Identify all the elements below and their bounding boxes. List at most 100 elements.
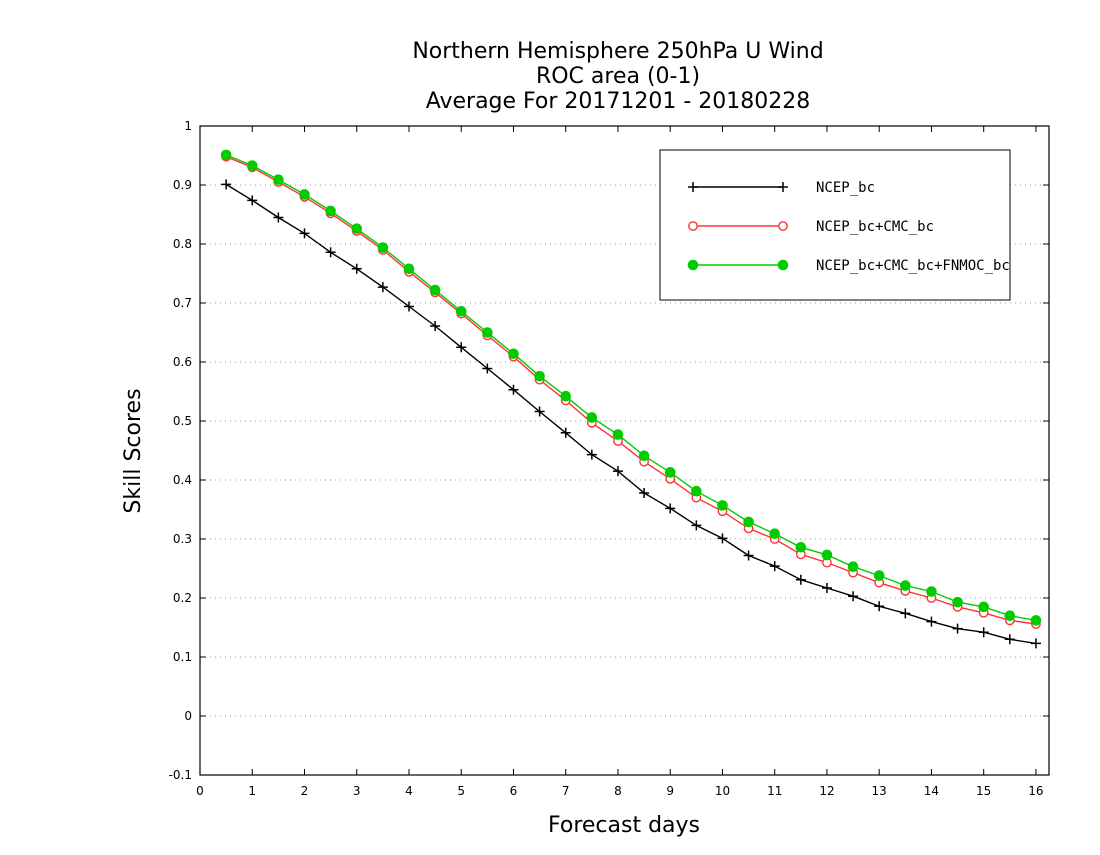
data-point <box>325 247 336 258</box>
plot-frame <box>199 125 1050 776</box>
data-point <box>534 406 545 417</box>
legend-label: NCEP_bc <box>816 180 875 196</box>
x-tick-label: 13 <box>872 784 887 798</box>
y-tick-label: 0.5 <box>173 414 192 428</box>
data-point <box>377 282 388 293</box>
y-tick-label: 0.1 <box>173 650 192 664</box>
data-point <box>873 570 885 581</box>
data-point <box>639 487 650 498</box>
series-lines <box>220 149 1042 649</box>
data-point <box>586 412 598 423</box>
data-point <box>220 149 232 161</box>
data-point <box>665 503 676 514</box>
x-tick-label: 12 <box>819 784 834 798</box>
data-point <box>612 466 623 477</box>
data-point <box>482 327 493 338</box>
x-tick-label: 3 <box>353 784 361 798</box>
data-point <box>299 189 310 200</box>
data-point <box>246 160 258 171</box>
data-point <box>926 586 937 597</box>
legend-marker <box>777 259 789 271</box>
data-point <box>926 616 937 627</box>
data-point <box>1030 638 1041 649</box>
x-tick-label: 2 <box>301 784 309 798</box>
legend-item: NCEP_bc+CMC_bc+FNMOC_bc <box>687 258 1010 274</box>
x-tick-label: 16 <box>1028 784 1043 798</box>
data-point <box>351 223 363 234</box>
data-point <box>560 427 571 438</box>
x-tick-label: 8 <box>614 784 622 798</box>
x-tick-label: 15 <box>976 784 991 798</box>
y-tick-label: 0.6 <box>173 355 192 369</box>
x-tick-label: 14 <box>924 784 939 798</box>
x-tick-label: 7 <box>562 784 570 798</box>
data-point <box>1030 615 1042 626</box>
data-point <box>874 601 885 612</box>
legend-marker <box>778 221 788 231</box>
x-tick-label: 5 <box>457 784 465 798</box>
title-line-1: Northern Hemisphere 250hPa U Wind <box>412 39 823 64</box>
data-point <box>299 228 310 239</box>
data-point <box>403 263 415 275</box>
series-line <box>225 183 1037 645</box>
legend-label: NCEP_bc+CMC_bc+FNMOC_bc <box>816 258 1010 274</box>
x-tick-label: 4 <box>405 784 413 798</box>
x-tick-label: 11 <box>767 784 782 798</box>
data-point <box>273 174 284 185</box>
data-point <box>900 608 911 619</box>
data-point <box>978 627 989 638</box>
data-point <box>769 528 781 539</box>
data-point <box>795 574 806 585</box>
data-point <box>638 450 650 462</box>
legend-label: NCEP_bc+CMC_bc <box>816 219 934 235</box>
data-point <box>821 582 832 593</box>
data-point <box>1004 610 1016 622</box>
data-point <box>717 533 728 544</box>
x-tick-label: 10 <box>715 784 730 798</box>
data-point <box>952 596 963 608</box>
data-point <box>848 591 859 602</box>
data-point <box>560 390 572 402</box>
data-point <box>612 429 624 440</box>
data-point <box>952 623 963 634</box>
data-point <box>847 561 859 573</box>
data-point <box>273 212 284 223</box>
axis-ticks: -0.100.10.20.30.40.50.60.70.80.910 1 2 3 4 5 6… <box>169 119 1049 798</box>
y-tick-label: 0.4 <box>173 473 192 487</box>
data-point <box>221 179 232 190</box>
y-tick-label: 1 <box>184 119 192 133</box>
legend-item: NCEP_bc <box>688 180 875 196</box>
y-axis-title: Skill Scores <box>121 388 146 513</box>
legend: NCEP_bc NCEP_bc+CMC_bc NCEP_bc+CMC_bc+FNMO… <box>659 149 1011 301</box>
data-point <box>508 348 519 360</box>
data-point <box>978 601 989 613</box>
y-tick-label: 0.9 <box>173 178 192 192</box>
data-point <box>456 342 467 353</box>
legend-marker <box>688 221 698 231</box>
data-point <box>325 205 336 217</box>
x-tick-label: 0 <box>196 784 204 798</box>
title-line-2: ROC area (0-1) <box>536 64 700 89</box>
data-point <box>743 516 754 528</box>
data-point <box>429 284 441 296</box>
legend-marker <box>778 182 788 192</box>
data-point <box>455 305 467 317</box>
data-point <box>795 541 807 553</box>
data-point <box>691 485 702 497</box>
data-point <box>586 449 597 460</box>
series-3 <box>220 149 1042 626</box>
y-tick-label: 0.7 <box>173 296 192 310</box>
data-point <box>743 550 754 561</box>
legend-marker <box>687 259 699 271</box>
data-point <box>769 561 780 572</box>
x-tick-label: 1 <box>248 784 256 798</box>
x-tick-label: 6 <box>510 784 518 798</box>
x-tick-label: 9 <box>666 784 674 798</box>
legend-box <box>659 149 1011 301</box>
data-point <box>482 363 493 374</box>
data-point <box>717 500 728 511</box>
data-point <box>403 301 414 312</box>
legend-marker <box>688 182 698 192</box>
